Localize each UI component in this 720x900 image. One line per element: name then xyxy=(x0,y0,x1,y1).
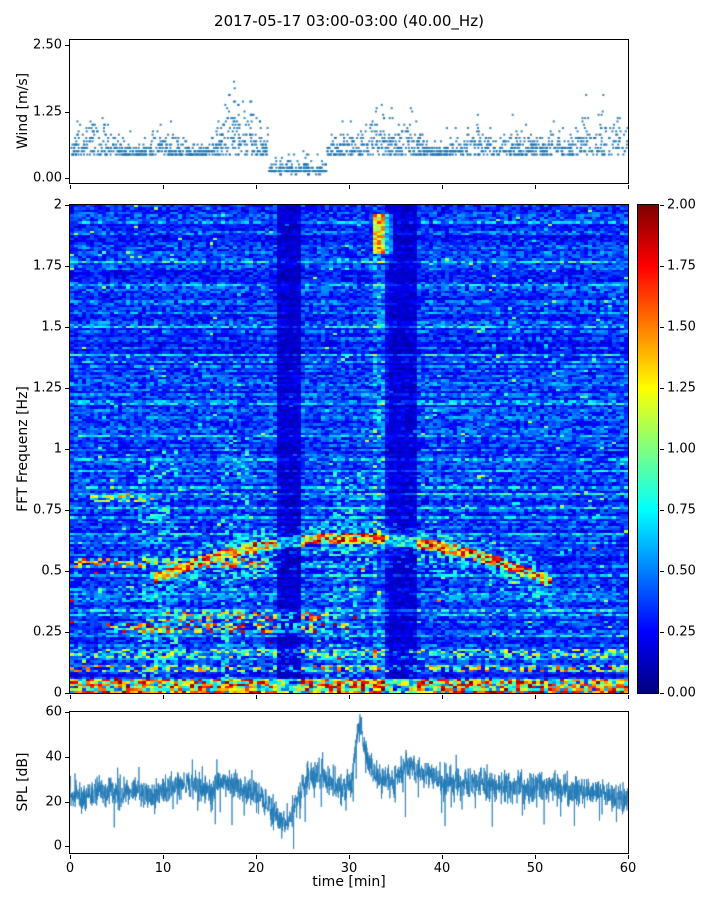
tick-mark xyxy=(70,855,71,859)
tick-label: 0.00 xyxy=(33,170,62,186)
tick-label: 20 xyxy=(45,794,62,810)
tick-label: 1.25 xyxy=(667,380,696,396)
tick-mark xyxy=(70,695,71,699)
tick-label: 60 xyxy=(619,861,637,876)
tick-label: 1 xyxy=(53,441,62,457)
spectrogram-y-axis-label: FFT Frequenz [Hz] xyxy=(15,386,31,512)
tick-label: 0 xyxy=(53,685,62,701)
tick-mark xyxy=(660,571,664,572)
tick-mark xyxy=(660,632,664,633)
tick-mark xyxy=(628,185,629,189)
chart-title: 2017-05-17 03:00-03:00 (40.00_Hz) xyxy=(214,12,484,30)
tick-label: 1.5 xyxy=(41,319,62,335)
tick-mark xyxy=(256,185,257,189)
tick-mark xyxy=(660,510,664,511)
tick-mark xyxy=(163,855,164,859)
tick-mark xyxy=(660,693,664,694)
tick-label: 0.5 xyxy=(41,563,62,579)
tick-label: 0.75 xyxy=(667,502,696,518)
wind-y-axis-label: Wind [m/s] xyxy=(15,72,31,150)
tick-mark xyxy=(660,449,664,450)
tick-label: 50 xyxy=(526,861,544,876)
tick-mark xyxy=(535,855,536,859)
tick-label: 1.25 xyxy=(33,104,62,119)
tick-mark xyxy=(535,185,536,189)
tick-label: 0 xyxy=(53,838,62,854)
colorbar-canvas xyxy=(638,205,658,693)
tick-label: 20 xyxy=(247,861,265,876)
tick-mark xyxy=(163,185,164,189)
spl-y-axis-label: SPL [dB] xyxy=(15,752,31,812)
wind-scatter-canvas xyxy=(70,40,628,183)
tick-mark xyxy=(442,695,443,699)
tick-label: 0.75 xyxy=(33,502,62,518)
tick-label: 1.75 xyxy=(667,258,696,274)
tick-label: 40 xyxy=(45,749,62,765)
tick-label: 2.50 xyxy=(33,37,62,53)
tick-mark xyxy=(660,327,664,328)
tick-label: 40 xyxy=(433,861,451,876)
tick-mark xyxy=(660,388,664,389)
tick-mark xyxy=(349,855,350,859)
tick-mark xyxy=(442,185,443,189)
tick-label: 2.00 xyxy=(667,197,696,213)
tick-mark xyxy=(256,695,257,699)
tick-label: 0.25 xyxy=(33,624,62,640)
tick-label: 1.00 xyxy=(667,441,696,457)
tick-label: 0.00 xyxy=(667,685,696,701)
tick-mark xyxy=(349,695,350,699)
spl-line-canvas xyxy=(70,712,628,853)
tick-mark xyxy=(256,855,257,859)
wind-scatter-plot xyxy=(69,39,629,184)
tick-mark xyxy=(349,185,350,189)
tick-label: 10 xyxy=(154,861,172,876)
tick-label: 1.50 xyxy=(667,319,696,335)
tick-mark xyxy=(163,695,164,699)
spl-line-plot xyxy=(69,711,629,854)
tick-label: 0.25 xyxy=(667,624,696,640)
tick-mark xyxy=(70,185,71,189)
tick-label: 2 xyxy=(53,197,62,213)
tick-mark xyxy=(442,855,443,859)
tick-label: 0.50 xyxy=(667,563,696,579)
colorbar xyxy=(637,204,659,694)
tick-label: 60 xyxy=(45,704,62,720)
spectrogram-plot xyxy=(69,204,629,694)
tick-label: 0 xyxy=(65,861,75,876)
spectrogram-canvas xyxy=(70,205,628,693)
tick-label: 1.25 xyxy=(33,380,62,396)
tick-mark xyxy=(628,695,629,699)
x-axis-label: time [min] xyxy=(312,874,386,890)
tick-mark xyxy=(628,855,629,859)
tick-label: 1.75 xyxy=(33,258,62,274)
tick-mark xyxy=(660,266,664,267)
tick-mark xyxy=(660,205,664,206)
tick-mark xyxy=(535,695,536,699)
